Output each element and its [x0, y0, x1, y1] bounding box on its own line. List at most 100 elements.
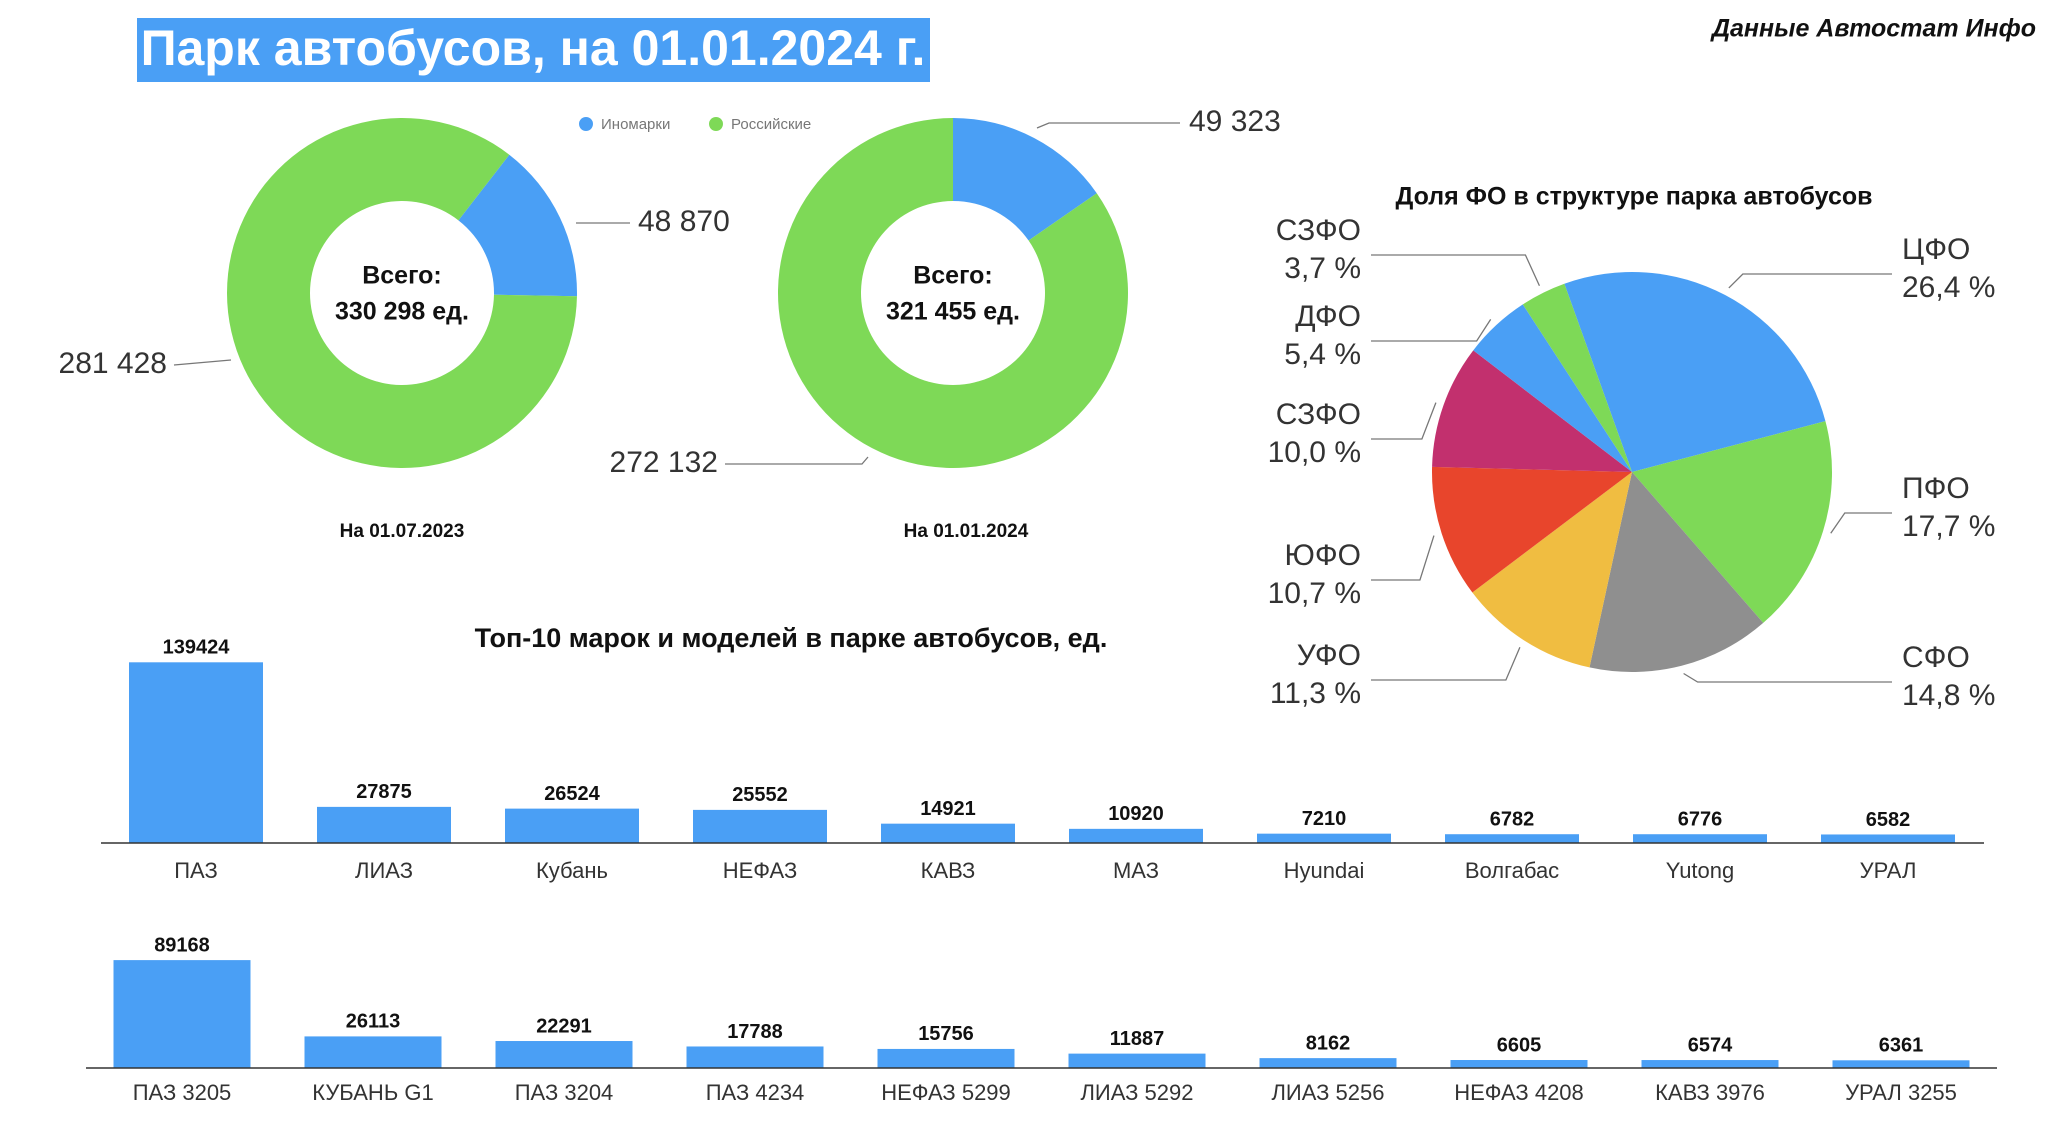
bar	[317, 806, 451, 843]
bar	[1832, 1060, 1970, 1068]
value-label: 14,8 %	[1902, 679, 1995, 712]
donut-caption: На 01.07.2023	[340, 521, 465, 542]
leader-line	[173, 359, 232, 366]
data-label: 10920	[1108, 803, 1164, 825]
x-tick-label: Hyundai	[1284, 858, 1365, 883]
x-tick-label: УРАЛ	[1860, 858, 1917, 883]
bar	[693, 809, 827, 843]
donut-slice	[778, 118, 1128, 468]
value-label: 5,4 %	[1284, 338, 1361, 371]
data-label: 6574	[1688, 1034, 1733, 1056]
x-tick-label: ЛИАЗ	[355, 858, 413, 883]
bar	[129, 662, 263, 843]
value-label: 281 428	[59, 347, 167, 380]
data-label: 14921	[920, 798, 976, 820]
x-tick-label: КАВЗ 3976	[1655, 1080, 1765, 1105]
bar	[304, 1036, 442, 1068]
bar	[1445, 834, 1579, 843]
bar	[1069, 828, 1203, 843]
data-label: 26113	[346, 1011, 401, 1033]
center-text: Всего:	[913, 262, 993, 290]
x-tick-label: ПАЗ	[174, 858, 218, 883]
pie-slice	[1473, 304, 1632, 472]
leader-line	[1371, 319, 1492, 342]
category-label: СФО	[1902, 641, 1970, 674]
center-text: 330 298 ед.	[335, 298, 469, 326]
x-tick-label: НЕФАЗ 4208	[1454, 1080, 1584, 1105]
category-label: ДФО	[1295, 300, 1361, 333]
legend-swatch	[579, 117, 593, 131]
bar	[1641, 1060, 1779, 1068]
category-label: УФО	[1297, 639, 1361, 672]
data-label: 8162	[1306, 1032, 1351, 1054]
pie-title: Доля ФО в структуре парка автобусов	[1396, 183, 1873, 211]
pie-slice	[1564, 272, 1826, 472]
value-label: 49 323	[1189, 105, 1281, 138]
data-label: 6361	[1879, 1035, 1924, 1057]
leader-line	[1036, 122, 1180, 129]
legend-label: Иномарки	[601, 116, 670, 133]
leader-line	[1830, 512, 1892, 534]
bar	[686, 1046, 824, 1068]
category-label: ЦФО	[1902, 233, 1970, 266]
x-tick-label: Yutong	[1666, 858, 1735, 883]
leader-line	[1371, 535, 1435, 581]
value-label: 26,4 %	[1902, 271, 1995, 304]
title-banner	[137, 18, 930, 82]
x-tick-label: ЛИАЗ 5292	[1080, 1080, 1193, 1105]
leader-line	[1371, 402, 1437, 440]
pie-slice	[1432, 466, 1632, 593]
donut-slice	[458, 154, 578, 297]
data-label: 6605	[1497, 1034, 1542, 1056]
bar	[1633, 834, 1767, 843]
value-label: 48 870	[638, 205, 730, 238]
bar	[113, 960, 251, 1068]
value-label: 10,7 %	[1268, 577, 1361, 610]
data-label: 6776	[1678, 808, 1723, 830]
bar	[1259, 1058, 1397, 1068]
legend-swatch	[709, 117, 723, 131]
data-label: 15756	[918, 1023, 974, 1045]
data-label: 6782	[1490, 808, 1535, 830]
x-tick-label: ПАЗ 3205	[133, 1080, 232, 1105]
pie-slice	[1432, 350, 1632, 472]
pie-slice	[1632, 421, 1832, 623]
x-tick-label: ПАЗ 4234	[706, 1080, 805, 1105]
category-label: ПФО	[1902, 472, 1970, 505]
bar	[1257, 833, 1391, 843]
value-label: 11,3 %	[1270, 677, 1361, 710]
data-label: 22291	[536, 1015, 592, 1037]
value-label: 272 132	[610, 446, 718, 479]
bar	[1450, 1060, 1588, 1068]
data-label: 89168	[154, 934, 210, 956]
donut-slice	[953, 118, 1097, 241]
category-label: СЗФО	[1276, 214, 1361, 247]
data-label: 27875	[356, 781, 412, 803]
center-text: Всего:	[362, 262, 442, 290]
data-label: 26524	[544, 783, 600, 805]
value-label: 10,0 %	[1268, 436, 1361, 469]
category-label: ЮФО	[1285, 539, 1361, 572]
legend-label: Российские	[731, 116, 811, 133]
leader-line	[1683, 672, 1892, 683]
bar	[495, 1041, 633, 1068]
bar	[505, 808, 639, 843]
x-tick-label: ПАЗ 3204	[515, 1080, 614, 1105]
bar	[1068, 1053, 1206, 1068]
data-label: 7210	[1302, 808, 1347, 830]
bar	[881, 823, 1015, 843]
x-tick-label: МАЗ	[1113, 858, 1159, 883]
data-label: 139424	[163, 637, 231, 659]
x-tick-label: Кубань	[536, 858, 608, 883]
x-tick-label: ЛИАЗ 5256	[1271, 1080, 1384, 1105]
bar-title: Топ-10 марок и моделей в парке автобусов…	[475, 623, 1108, 653]
leader-line	[725, 456, 869, 465]
x-tick-label: КУБАНЬ G1	[312, 1080, 433, 1105]
leader-line	[1371, 254, 1541, 287]
bar	[877, 1048, 1015, 1068]
x-tick-label: НЕФАЗ 5299	[881, 1080, 1011, 1105]
x-tick-label: УРАЛ 3255	[1845, 1080, 1957, 1105]
center-text: 321 455 ед.	[886, 298, 1020, 326]
donut-caption: На 01.01.2024	[904, 521, 1029, 542]
